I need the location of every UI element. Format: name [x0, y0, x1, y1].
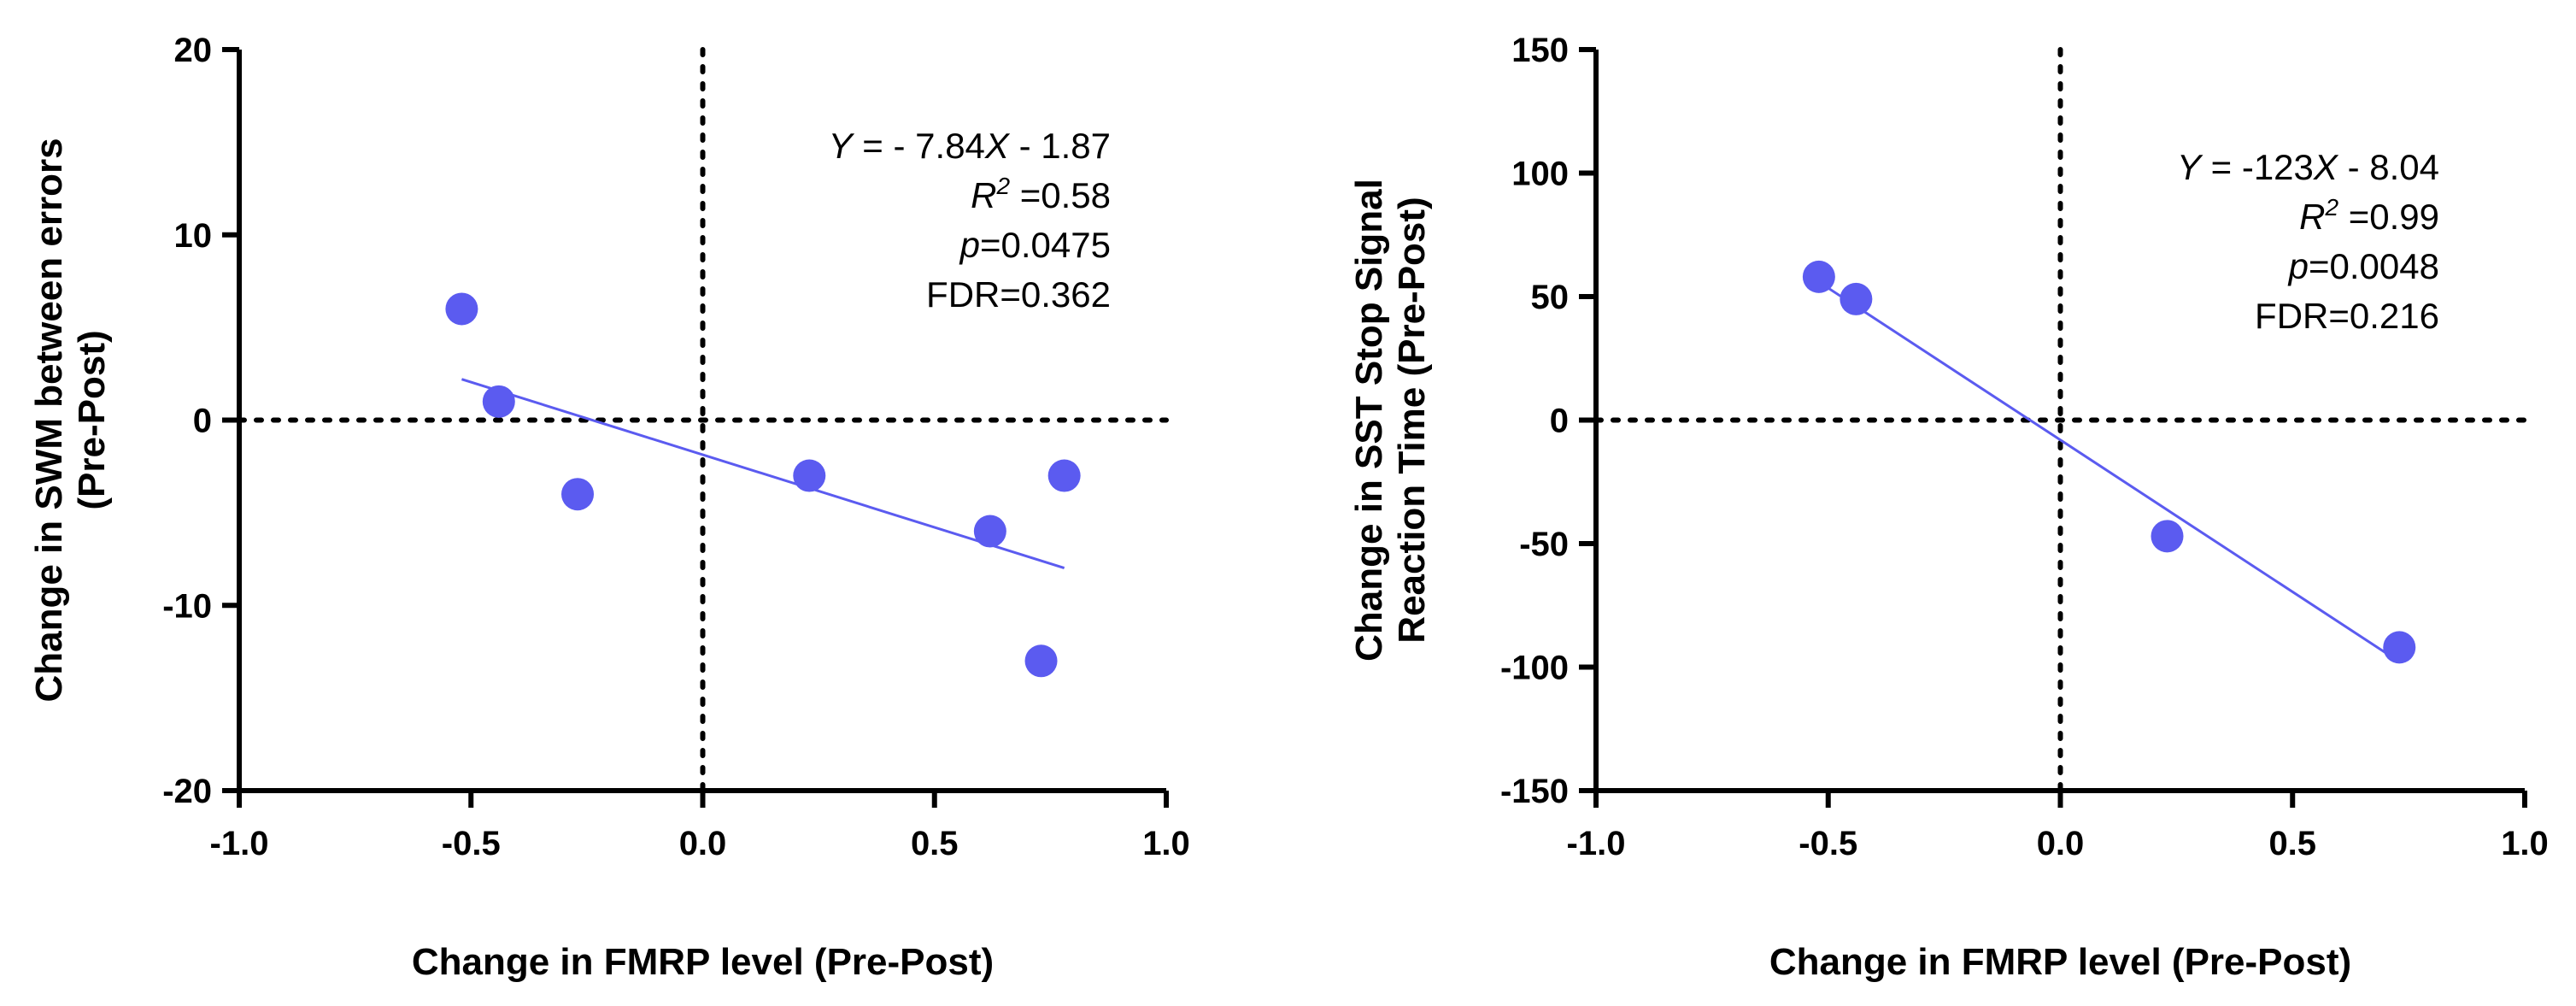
equation-intercept: - 8.04 [2338, 147, 2439, 187]
y-tick-label: 20 [174, 32, 213, 69]
y-tick-label: -100 [1500, 650, 1569, 687]
x-tick-label: 0.0 [2037, 825, 2085, 862]
y-tick-label: -150 [1500, 773, 1569, 810]
equation-x: X [2313, 147, 2339, 187]
y-tick-label: 100 [1511, 156, 1569, 193]
data-point [482, 385, 515, 418]
equation-slope: = - 7.84 [853, 126, 985, 166]
x-tick-label: -1.0 [210, 825, 269, 862]
y-axis-title-line: Change in SST Stop Signal [1348, 179, 1390, 662]
r-squared: R2 =0.99 [2299, 194, 2439, 237]
p-value: p=0.0048 [2287, 246, 2439, 286]
data-point [445, 292, 478, 326]
data-point [973, 515, 1006, 548]
y-axis-title-line: Change in SWM between errors [28, 138, 70, 702]
data-point [2383, 631, 2416, 664]
data-point [1840, 282, 1873, 315]
equation-y: Y [2177, 147, 2203, 187]
r-squared: R2 =0.58 [971, 173, 1111, 215]
r-squared-superscript: 2 [995, 173, 1010, 199]
data-point [1047, 459, 1081, 492]
regression-equation: Y = - 7.84X - 1.87 [829, 126, 1111, 166]
y-tick-label: 150 [1511, 32, 1569, 69]
regression-line [1818, 280, 2401, 663]
x-axis-title: Change in FMRP level (Pre-Post) [412, 941, 994, 983]
p-symbol: p [959, 225, 980, 265]
r-squared-symbol: R [971, 175, 996, 215]
x-axis-title: Change in FMRP level (Pre-Post) [1769, 941, 2351, 983]
p-value-number: =0.0475 [980, 225, 1111, 265]
y-axis-title-line: Reaction Time (Pre-Post) [1391, 197, 1433, 643]
regression-line [461, 378, 1065, 570]
data-point [1802, 260, 1835, 293]
x-tick-label: 0.0 [679, 825, 727, 862]
y-tick-label: 50 [1531, 279, 1570, 316]
equation-intercept: - 1.87 [1009, 126, 1111, 166]
r-squared-symbol: R [2299, 197, 2325, 237]
y-tick-label: -20 [162, 773, 212, 810]
y-tick-label: 0 [193, 403, 212, 440]
y-tick-label: -10 [162, 587, 212, 625]
x-tick-label: -1.0 [1567, 825, 1626, 862]
p-value: p=0.0475 [959, 225, 1111, 265]
y-tick-label: 10 [174, 217, 213, 255]
x-tick-label: -0.5 [442, 825, 501, 862]
r-squared-value: =0.58 [1010, 175, 1111, 215]
x-tick-label: 1.0 [2501, 825, 2549, 862]
y-tick-label: 0 [1550, 403, 1569, 440]
equation-x: X [984, 126, 1011, 166]
x-tick-label: -0.5 [1799, 825, 1857, 862]
p-value-number: =0.0048 [2309, 246, 2439, 286]
p-symbol: p [2287, 246, 2309, 286]
x-tick-label: 0.5 [2268, 825, 2316, 862]
equation-slope: = -123 [2201, 147, 2314, 187]
y-axis-title: Change in SWM between errors(Pre-Post) [28, 138, 113, 702]
y-axis-title-line: (Pre-Post) [71, 330, 113, 509]
fdr-value: FDR=0.216 [2255, 296, 2439, 336]
r-squared-superscript: 2 [2324, 194, 2338, 221]
equation-y: Y [829, 126, 855, 166]
y-tick-label: -50 [1519, 526, 1569, 563]
data-point [561, 478, 595, 511]
data-point [2151, 520, 2184, 553]
regression-equation: Y = -123X - 8.04 [2177, 147, 2439, 187]
r-squared-value: =0.99 [2338, 197, 2439, 237]
y-axis-title: Change in SST Stop SignalReaction Time (… [1348, 179, 1433, 662]
fdr-value: FDR=0.362 [926, 274, 1111, 315]
x-tick-label: 1.0 [1142, 825, 1190, 862]
chart-swm: -20 -10 0 10 20 -1.0 -0.5 0.0 0.5 1.0 Change in FM… [28, 32, 1190, 983]
data-point [1024, 644, 1058, 678]
x-tick-label: 0.5 [911, 825, 959, 862]
chart-sst: -150 -100 -50 0 50 100 150 -1.0 -0.5 0.0 0.5 1.0 Cha… [1348, 32, 2549, 983]
data-point [793, 459, 826, 492]
